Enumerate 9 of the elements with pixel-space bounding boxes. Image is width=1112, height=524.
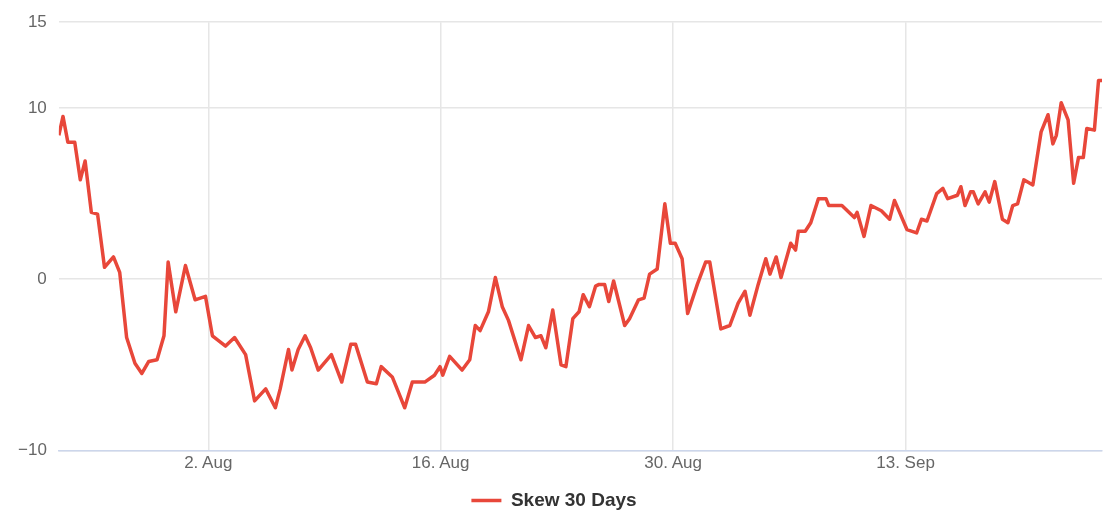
x-tick-label: 2. Aug	[184, 453, 233, 473]
x-tick-label: 13. Sep	[876, 453, 935, 473]
x-tick-label: 30. Aug	[644, 453, 702, 473]
x-tick-label: 16. Aug	[411, 453, 470, 473]
legend-label: Skew 30 Days	[510, 488, 637, 510]
y-tick-label: 15	[27, 11, 47, 31]
y-tick-label: 0	[37, 268, 47, 288]
y-tick-label: 10	[27, 97, 47, 117]
y-tick-label: −10	[17, 440, 47, 460]
